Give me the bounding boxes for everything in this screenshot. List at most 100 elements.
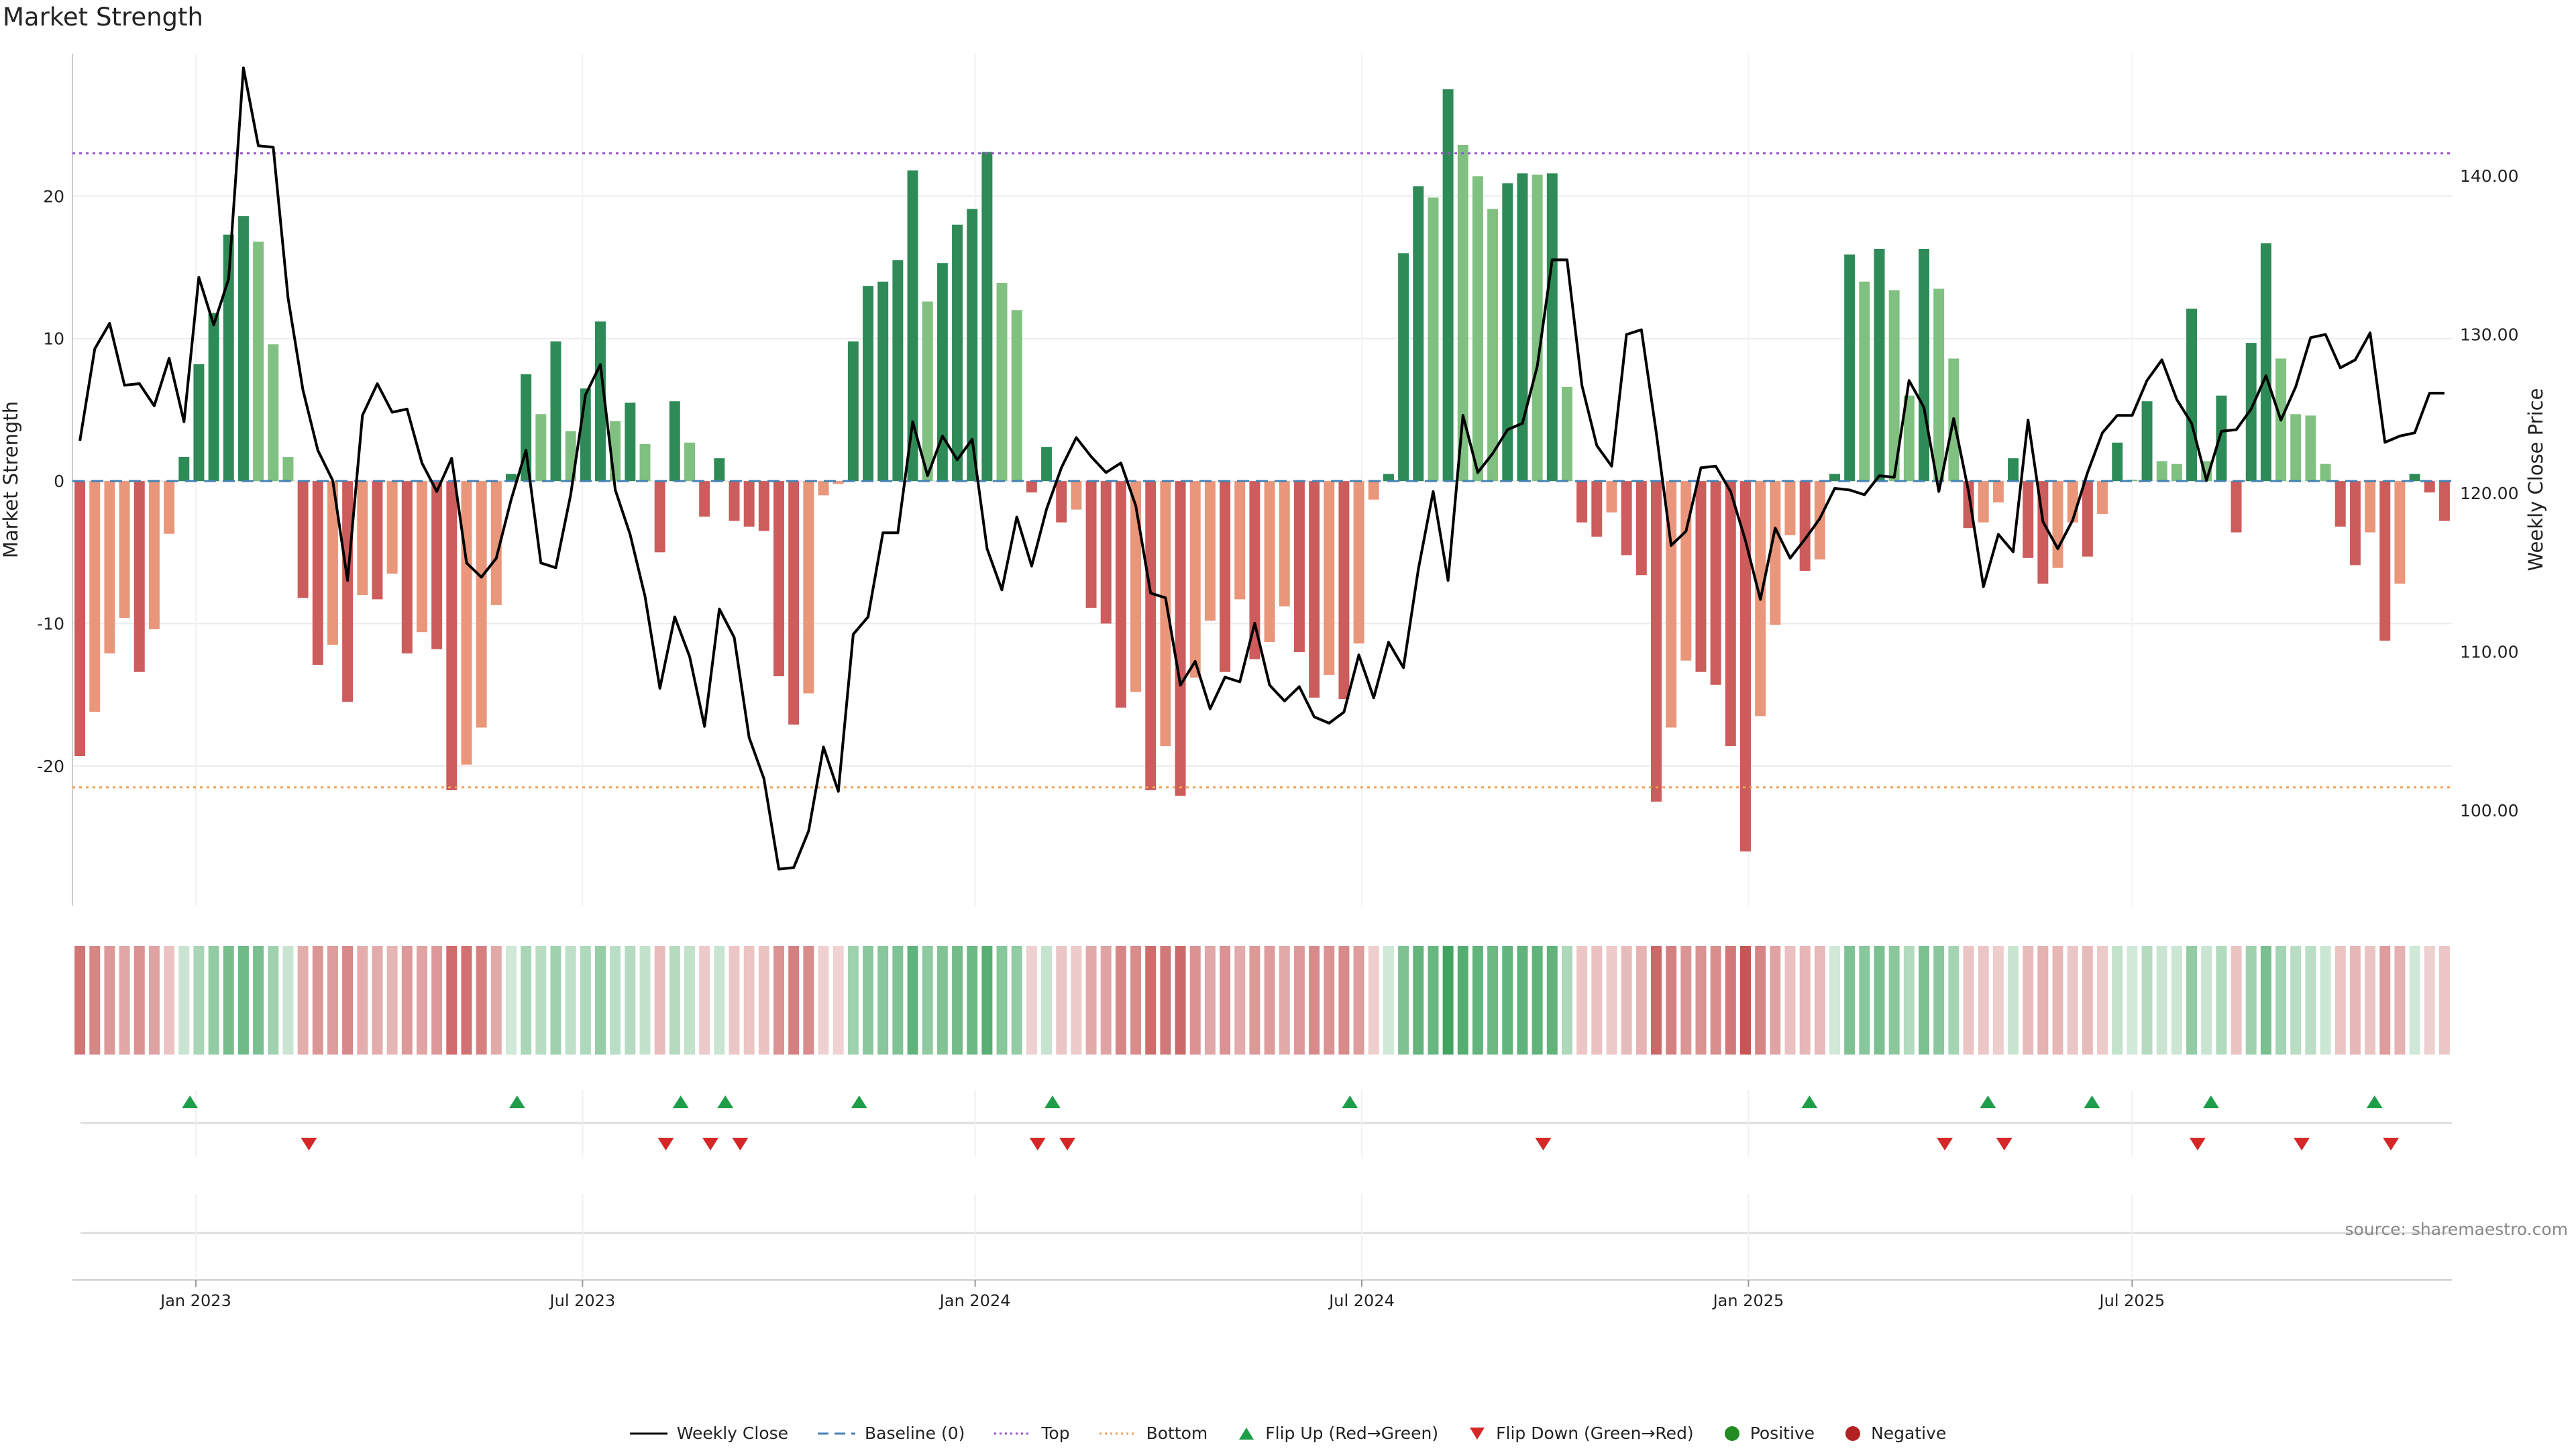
heat-cell	[327, 946, 338, 1055]
strength-bar	[282, 457, 294, 482]
flip-down-marker	[702, 1138, 719, 1150]
dotted-swatch-icon	[994, 1432, 1032, 1434]
heat-cell	[1398, 946, 1409, 1055]
strength-bar	[476, 481, 487, 728]
strength-bar	[193, 364, 205, 482]
strength-bar	[1472, 176, 1483, 482]
strength-bar	[1056, 481, 1067, 523]
heat-cell	[625, 946, 636, 1055]
strength-bar	[2290, 414, 2302, 482]
strength-bar	[803, 481, 814, 694]
heat-cell	[89, 946, 101, 1055]
strength-bar	[2186, 309, 2198, 482]
strength-bar	[1546, 173, 1558, 482]
strength-bar	[1532, 174, 1543, 482]
legend-label: Top	[1041, 1424, 1070, 1443]
heat-cell	[714, 946, 725, 1055]
strength-bar	[654, 481, 665, 553]
strength-bar	[446, 481, 458, 790]
legend-label: Weekly Close	[676, 1424, 789, 1443]
strength-bar	[1338, 481, 1350, 700]
flip-up-marker	[2366, 1095, 2383, 1108]
strength-bar	[268, 344, 279, 482]
strength-bar	[2216, 395, 2227, 482]
y-tick-label: -20	[37, 757, 64, 776]
heat-cell	[1874, 946, 1885, 1055]
heat-cell	[1264, 946, 1275, 1055]
strength-bar	[342, 481, 354, 702]
heat-cell	[1160, 946, 1171, 1055]
strength-bar	[357, 481, 368, 596]
heat-cell	[2394, 946, 2406, 1055]
legend-flip-up[interactable]: Flip Up (Red→Green)	[1237, 1424, 1438, 1443]
strength-bar	[1026, 481, 1037, 493]
heat-cell	[268, 946, 279, 1055]
heat-cell	[461, 946, 472, 1055]
heat-cell	[446, 946, 458, 1055]
heat-cell	[1487, 946, 1499, 1055]
strength-bar	[743, 481, 755, 527]
legend-bottom[interactable]: Bottom	[1099, 1424, 1208, 1443]
strength-bar	[1680, 481, 1692, 661]
legend-label: Positive	[1750, 1424, 1815, 1443]
heat-cell	[847, 946, 859, 1055]
strength-bar	[1189, 481, 1201, 678]
heat-cell	[297, 946, 309, 1055]
heat-cell	[1189, 946, 1201, 1055]
legend-baseline[interactable]: Baseline (0)	[818, 1424, 965, 1443]
heat-cell	[1249, 946, 1260, 1055]
heat-cell	[208, 946, 219, 1055]
strength-bar	[996, 282, 1008, 482]
heat-cell	[2037, 946, 2049, 1055]
flip-up-marker	[851, 1095, 867, 1108]
strength-bar	[877, 281, 889, 482]
heat-cell	[490, 946, 502, 1055]
heat-cell	[1844, 946, 1856, 1055]
strength-bar	[2171, 464, 2182, 482]
strength-bar	[237, 216, 249, 482]
legend-top[interactable]: Top	[994, 1424, 1070, 1443]
heat-cell	[2275, 946, 2287, 1055]
heat-cell	[2290, 946, 2302, 1055]
strength-bar	[1442, 89, 1454, 482]
heat-cell	[1338, 946, 1350, 1055]
heat-cell	[1100, 946, 1112, 1055]
heat-cell	[1309, 946, 1320, 1055]
flip-down-marker	[2383, 1138, 2400, 1150]
dash-swatch-icon	[818, 1432, 856, 1434]
strength-bar	[1517, 173, 1528, 482]
flip-up-marker	[2084, 1095, 2100, 1108]
heat-cell	[312, 946, 323, 1055]
heat-cell	[2231, 946, 2242, 1055]
heat-cell	[431, 946, 443, 1055]
flip-down-marker	[1996, 1138, 2012, 1150]
strength-bar	[1621, 481, 1632, 555]
flip-down-marker	[2189, 1138, 2206, 1150]
legend-negative[interactable]: Negative	[1844, 1424, 1946, 1443]
strength-bar	[1100, 481, 1112, 624]
heat-cell	[1650, 946, 1662, 1055]
strength-bar	[1428, 197, 1439, 482]
heat-cell	[2424, 946, 2435, 1055]
heat-cell	[193, 946, 205, 1055]
strength-bar	[327, 481, 338, 645]
legend-positive[interactable]: Positive	[1723, 1424, 1815, 1443]
heat-cell	[699, 946, 710, 1055]
strength-bar	[1829, 474, 1840, 482]
legend-weekly-close[interactable]: Weekly Close	[629, 1424, 789, 1443]
heat-cell	[476, 946, 487, 1055]
legend-flip-down[interactable]: Flip Down (Green→Red)	[1468, 1424, 1694, 1443]
legend-label: Flip Down (Green→Red)	[1496, 1424, 1694, 1443]
flip-up-marker	[1801, 1095, 1818, 1108]
strength-bar	[684, 442, 695, 482]
heat-cell	[1115, 946, 1126, 1055]
heat-cell	[2127, 946, 2138, 1055]
heat-cell	[342, 946, 354, 1055]
heat-cell	[1368, 946, 1379, 1055]
heat-cell	[565, 946, 576, 1055]
heat-cell	[1546, 946, 1558, 1055]
strength-bar	[2023, 481, 2034, 558]
y-tick-label: 10	[43, 329, 64, 349]
strength-bar	[386, 481, 398, 574]
